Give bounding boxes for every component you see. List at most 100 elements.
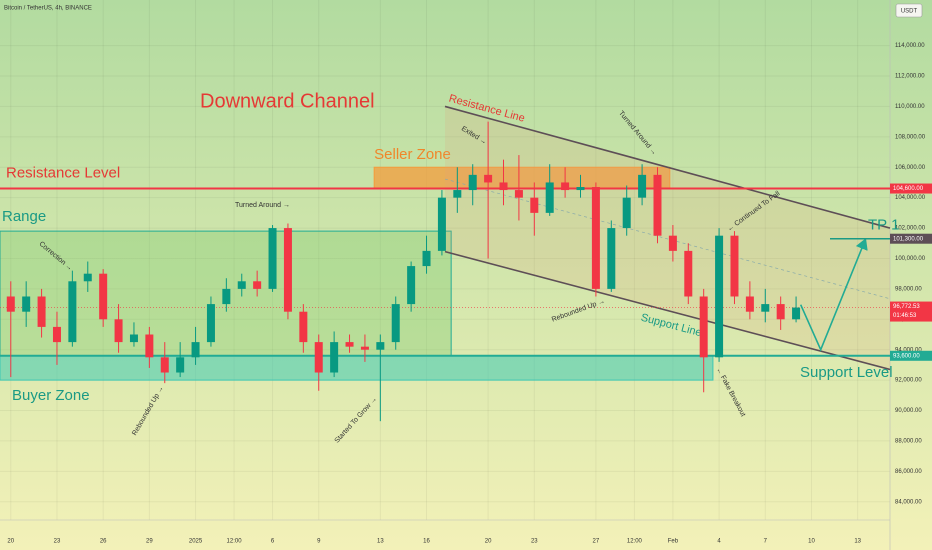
level-label: 93,600.00 — [893, 353, 920, 359]
zone — [0, 355, 714, 381]
zone-label: Buyer Zone — [12, 387, 90, 404]
candle-body — [715, 235, 724, 358]
x-tick-label: 6 — [271, 539, 275, 545]
last-price-label: 96,772.53 — [893, 304, 920, 310]
projection — [799, 238, 868, 352]
candle-body — [345, 342, 354, 347]
channel-mid — [444, 178, 891, 300]
y-tick-label: 94,000.00 — [895, 347, 922, 353]
candle-body — [22, 296, 31, 312]
candle-body — [206, 304, 215, 343]
candle-body — [360, 346, 369, 350]
candle-body — [484, 174, 493, 183]
candle-body — [330, 342, 339, 373]
candle-body — [468, 174, 477, 191]
x-tick-label: 23 — [54, 539, 61, 545]
currency[interactable]: USDT — [901, 9, 918, 15]
candle-body — [530, 197, 539, 213]
candle-body — [237, 281, 246, 289]
x-tick-label: 27 — [593, 539, 600, 545]
x-tick-label: 2025 — [189, 539, 203, 545]
x-tick-label: 10 — [808, 539, 815, 545]
x-tick-label: 26 — [100, 539, 107, 545]
candle-body — [283, 228, 292, 312]
y-tick-label: 88,000.00 — [895, 439, 922, 445]
candle-body — [407, 266, 416, 305]
level-name: Resistance Level — [6, 165, 120, 182]
candle-body — [499, 182, 508, 191]
level-box — [890, 183, 932, 194]
x-tick-label: 4 — [717, 539, 721, 545]
y-tick-label: 112,000.00 — [895, 74, 925, 80]
candle-body — [776, 304, 785, 320]
y-tick-label: 114,000.00 — [895, 43, 925, 49]
candle-body — [176, 357, 185, 373]
candle-body — [160, 357, 169, 373]
channel-fill — [445, 106, 890, 370]
y-tick-label: 102,000.00 — [895, 226, 926, 232]
candle-body — [561, 182, 570, 191]
y-tick-label: 86,000.00 — [895, 469, 922, 475]
candle-body — [730, 235, 739, 297]
candle-body — [622, 197, 631, 229]
target-label: 101,300.00 — [893, 236, 924, 242]
level-label: 104,600.00 — [893, 186, 924, 192]
candle-body — [422, 250, 431, 267]
candle-body — [129, 334, 138, 343]
x-tick-label: 12:00 — [627, 539, 643, 545]
x-tick-label: 12:00 — [227, 539, 243, 545]
last-price-box — [890, 301, 932, 322]
chart-title: Bitcoin / TetherUS, 4h, BINANCE — [4, 6, 92, 12]
y-tick-label: 100,000.00 — [895, 256, 926, 262]
candle-body — [52, 326, 61, 343]
x-tick-label: 20 — [7, 539, 14, 545]
candle-body — [191, 342, 200, 358]
x-tick-label: 29 — [146, 539, 153, 545]
candle-body — [668, 235, 677, 251]
candle-body — [792, 307, 801, 320]
candle-body — [68, 281, 77, 343]
channel-line — [444, 250, 891, 371]
candle-body — [145, 334, 154, 358]
candle-body — [514, 190, 523, 198]
y-tick-label: 108,000.00 — [895, 134, 926, 140]
candle-body — [222, 288, 231, 305]
zone-label: Range — [2, 208, 46, 225]
candle-body — [638, 174, 647, 198]
candle-body — [83, 273, 92, 282]
target-box — [890, 233, 932, 244]
candle-body — [437, 197, 446, 251]
candle-body — [699, 296, 708, 358]
candle-body — [591, 187, 600, 289]
x-tick-label: 7 — [764, 539, 768, 545]
x-tick-label: 13 — [377, 539, 384, 545]
candle-body — [299, 311, 308, 343]
channel-line — [444, 105, 891, 229]
channel-title: Downward Channel — [200, 90, 375, 112]
candle-body — [268, 228, 277, 289]
candle-body — [391, 304, 400, 343]
y-tick-label: 90,000.00 — [895, 408, 922, 414]
y-tick-label: 92,000.00 — [895, 378, 922, 384]
candle-body — [761, 304, 770, 312]
level-box — [890, 350, 932, 361]
target-name: TP 1 — [868, 217, 899, 234]
level-name: Support Level — [800, 364, 893, 381]
x-tick-label: 20 — [485, 539, 492, 545]
candle-body — [37, 296, 46, 327]
candle-body — [99, 273, 108, 320]
candle-body — [376, 342, 385, 350]
candle-body — [745, 296, 754, 312]
candle-body — [314, 342, 323, 373]
candle-body — [545, 182, 554, 213]
x-tick-label: 16 — [423, 539, 430, 545]
candle-body — [6, 296, 15, 312]
annotation: Turned Around → — [235, 202, 290, 209]
x-tick-label: Feb — [668, 539, 679, 545]
x-tick-label: 13 — [854, 539, 861, 545]
candle-body — [453, 190, 462, 198]
currency-box[interactable] — [895, 3, 923, 18]
candle-body — [576, 187, 585, 191]
